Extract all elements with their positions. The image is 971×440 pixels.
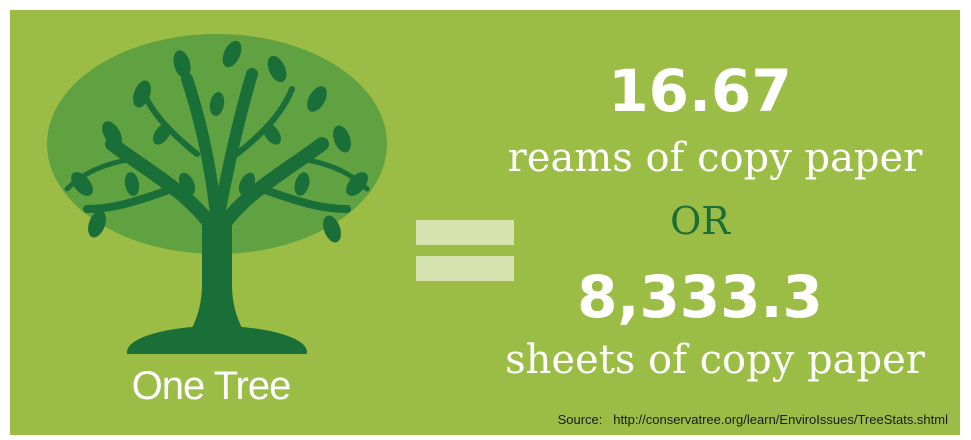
primary-unit: reams of copy paper <box>507 135 923 181</box>
equals-icon <box>416 220 514 245</box>
source-label: Source: <box>557 412 603 427</box>
source-url[interactable]: http://conservatree.org/learn/EnviroIssu… <box>613 412 948 427</box>
equals-icon-lower-bar <box>416 256 514 281</box>
tree-icon <box>47 34 387 354</box>
connector-text: OR <box>670 199 730 243</box>
source-citation: Source: http://conservatree.org/learn/En… <box>558 412 948 427</box>
secondary-unit: sheets of copy paper <box>505 337 925 383</box>
secondary-value: 8,333.3 <box>577 263 823 331</box>
primary-value: 16.67 <box>608 57 792 125</box>
infographic-panel: One Tree 16.67 reams of copy paper OR 8,… <box>10 10 960 435</box>
tree-label: One Tree <box>131 364 292 408</box>
